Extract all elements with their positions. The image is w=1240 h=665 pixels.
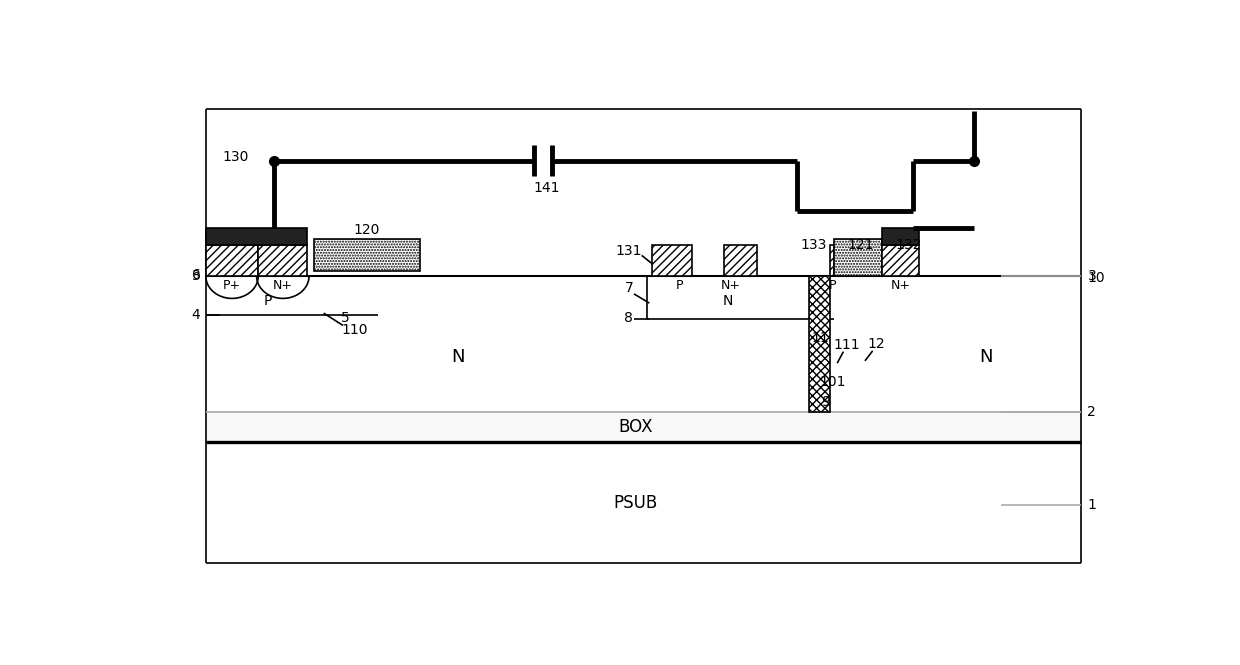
- Text: 7: 7: [625, 281, 634, 295]
- Text: 8: 8: [624, 311, 634, 325]
- Bar: [652, 245, 692, 276]
- Bar: [882, 227, 919, 245]
- Bar: [206, 227, 306, 245]
- Text: N+: N+: [720, 279, 742, 292]
- Text: 3: 3: [1087, 269, 1096, 283]
- Text: P: P: [828, 279, 836, 292]
- Bar: [808, 276, 831, 412]
- Text: 132: 132: [895, 238, 923, 252]
- Text: 101: 101: [820, 374, 846, 388]
- Text: N: N: [723, 294, 733, 308]
- Bar: [882, 245, 919, 276]
- Text: 110: 110: [341, 323, 368, 337]
- Text: 11: 11: [811, 331, 830, 344]
- Text: 4: 4: [192, 308, 201, 322]
- Text: N: N: [451, 348, 465, 366]
- Text: 10: 10: [1087, 271, 1105, 285]
- Bar: [314, 239, 420, 271]
- Text: 120: 120: [353, 223, 379, 237]
- Text: BOX: BOX: [619, 418, 652, 436]
- Text: 131: 131: [615, 244, 641, 258]
- Text: N: N: [980, 348, 992, 366]
- Text: 5: 5: [341, 311, 350, 325]
- Text: N+: N+: [273, 279, 293, 292]
- Bar: [206, 412, 1080, 442]
- Bar: [831, 245, 835, 276]
- Bar: [724, 245, 758, 276]
- Text: 9: 9: [821, 394, 830, 409]
- Bar: [258, 245, 306, 276]
- Text: 121: 121: [847, 238, 874, 252]
- Text: N+: N+: [890, 279, 910, 292]
- Text: 3: 3: [192, 269, 201, 283]
- Text: P: P: [676, 279, 683, 292]
- Bar: [206, 245, 258, 276]
- Text: P+: P+: [223, 279, 241, 292]
- Text: 1: 1: [1087, 498, 1096, 512]
- Text: 12: 12: [868, 337, 885, 351]
- Text: 141: 141: [533, 181, 560, 195]
- Text: 6: 6: [191, 269, 201, 283]
- Text: PSUB: PSUB: [614, 493, 657, 511]
- Text: 130: 130: [223, 150, 249, 164]
- Bar: [835, 239, 882, 276]
- Text: 2: 2: [1087, 406, 1096, 420]
- Text: 133: 133: [800, 238, 827, 252]
- Text: 111: 111: [835, 338, 861, 352]
- Text: P: P: [264, 294, 273, 308]
